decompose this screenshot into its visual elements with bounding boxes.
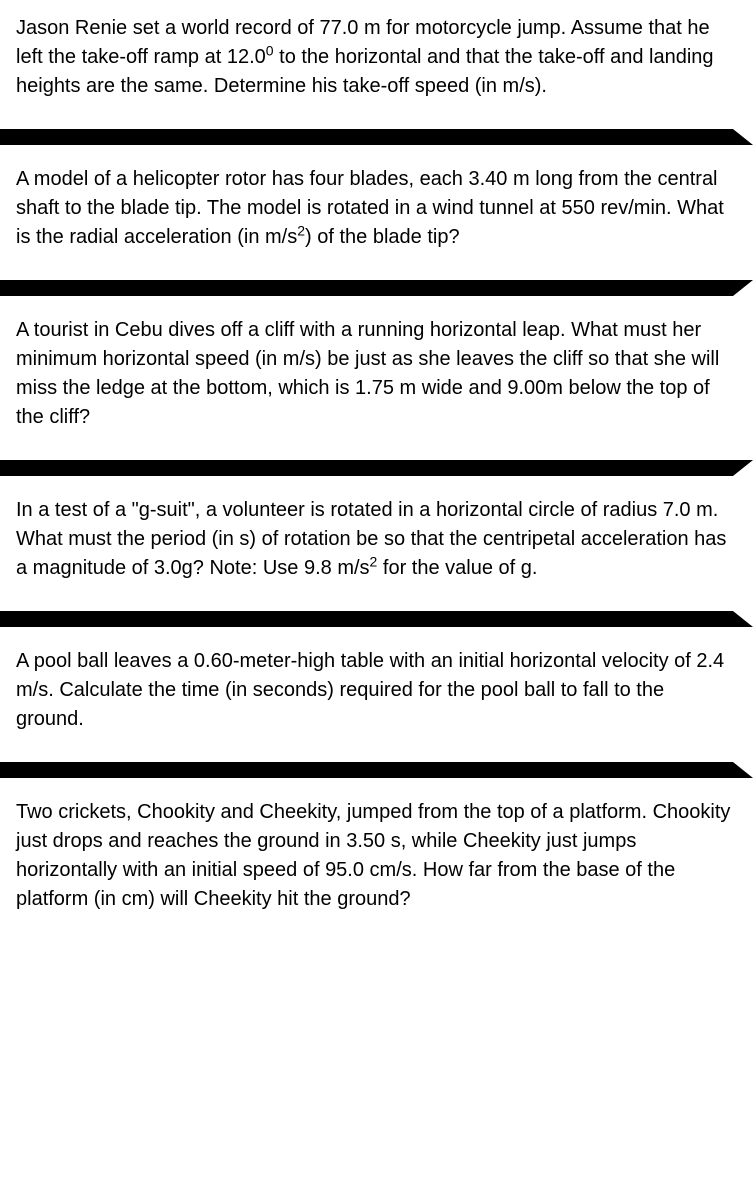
divider — [0, 762, 753, 778]
divider — [0, 460, 753, 476]
divider — [0, 611, 753, 627]
problem-2: A model of a helicopter rotor has four b… — [0, 151, 753, 274]
problem-3: A tourist in Cebu dives off a cliff with… — [0, 302, 753, 454]
divider — [0, 129, 753, 145]
problem-1: Jason Renie set a world record of 77.0 m… — [0, 0, 753, 123]
problem-6: Two crickets, Chookity and Cheekity, jum… — [0, 784, 753, 936]
problem-4: In a test of a "g-suit", a volunteer is … — [0, 482, 753, 605]
problem-5: A pool ball leaves a 0.60-meter-high tab… — [0, 633, 753, 756]
divider — [0, 280, 753, 296]
